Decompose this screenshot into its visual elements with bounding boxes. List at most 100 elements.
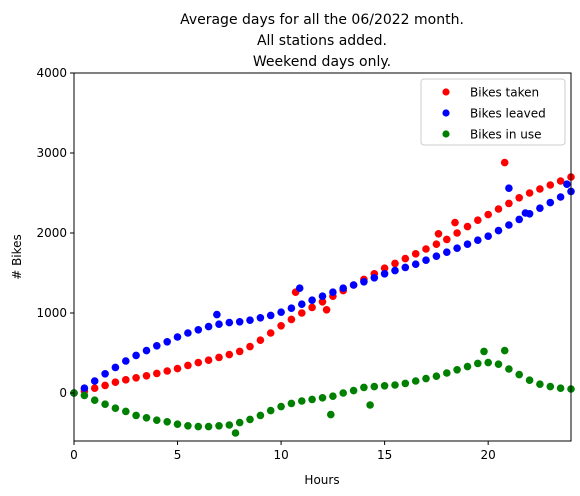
- chart-title: Average days for all the 06/2022 month. …: [180, 12, 464, 70]
- point-series-2-23: [308, 395, 316, 404]
- x-tick-label-0: 0: [70, 448, 78, 462]
- point-series-2-7: [142, 414, 151, 422]
- ticks-layer: 0 5 10 15 20 0 1000 2000 3000 4000: [36, 66, 495, 462]
- point-series-2-27: [349, 386, 358, 395]
- point-series-0-10: [173, 364, 182, 373]
- point-series-1-35: [432, 252, 441, 260]
- point-series-1-47: [556, 193, 565, 201]
- point-series-2-29: [370, 382, 379, 391]
- point-series-2-33: [411, 377, 420, 385]
- point-series-1-2: [90, 377, 99, 385]
- point-series-0-20: [277, 322, 285, 330]
- point-series-0-5: [122, 376, 130, 384]
- point-series-1-53: [521, 209, 530, 217]
- point-series-0-21: [287, 315, 296, 324]
- point-series-0-17: [246, 342, 254, 351]
- point-series-0-30: [380, 264, 389, 273]
- legend: Bikes taken Bikes leaved Bikes in use: [420, 78, 566, 146]
- point-series-2-50: [327, 410, 335, 419]
- point-series-1-18: [256, 314, 265, 322]
- point-series-2-42: [505, 365, 513, 373]
- point-series-2-12: [194, 422, 203, 431]
- point-series-0-9: [163, 367, 171, 375]
- point-series-1-25: [329, 288, 337, 297]
- point-series-2-14: [215, 422, 223, 430]
- point-series-2-22: [298, 397, 306, 405]
- point-series-2-21: [287, 399, 296, 408]
- point-series-1-13: [204, 322, 213, 331]
- point-series-0-4: [111, 378, 120, 387]
- x-tick-label-3: 15: [377, 448, 392, 462]
- point-series-2-11: [184, 422, 192, 430]
- point-series-1-3: [101, 370, 109, 378]
- y-axis-label: # Bikes: [10, 234, 24, 280]
- x-axis-label: Hours: [304, 473, 339, 487]
- point-series-2-47: [556, 384, 565, 393]
- point-series-0-22: [298, 309, 306, 317]
- point-series-2-24: [318, 394, 327, 402]
- point-series-1-30: [380, 270, 389, 278]
- point-series-2-45: [536, 380, 544, 389]
- point-series-0-3: [101, 381, 109, 390]
- point-series-1-22: [298, 300, 306, 309]
- point-series-0-43: [515, 194, 523, 202]
- point-series-0-19: [266, 329, 275, 337]
- x-tick-label-4: 20: [481, 448, 496, 462]
- point-series-2-44: [525, 376, 534, 385]
- point-series-2-51: [480, 347, 488, 356]
- y-tick-label-4: 4000: [36, 66, 67, 80]
- point-series-2-1: [80, 391, 89, 400]
- point-series-1-20: [277, 308, 285, 317]
- point-series-0-53: [451, 218, 459, 227]
- point-series-0-36: [443, 235, 451, 244]
- point-series-1-7: [142, 346, 151, 355]
- point-series-1-45: [536, 204, 544, 212]
- point-series-1-14: [215, 320, 223, 329]
- point-series-1-32: [401, 263, 410, 272]
- point-series-1-43: [515, 215, 523, 224]
- point-series-0-11: [184, 361, 192, 370]
- point-series-0-39: [474, 216, 482, 224]
- point-series-0-31: [391, 259, 399, 268]
- point-series-1-26: [339, 284, 348, 293]
- point-series-2-39: [474, 359, 482, 368]
- point-series-1-34: [422, 256, 430, 265]
- point-series-2-52: [500, 346, 509, 355]
- point-series-1-36: [443, 248, 451, 256]
- point-series-2-38: [463, 362, 472, 371]
- point-series-2-5: [122, 407, 130, 416]
- point-series-2-31: [391, 381, 399, 389]
- point-series-1-8: [153, 342, 161, 350]
- point-series-1-6: [132, 351, 140, 360]
- point-series-2-19: [266, 406, 275, 415]
- point-series-0-49: [500, 158, 509, 167]
- point-series-2-18: [256, 411, 265, 420]
- point-series-0-38: [463, 222, 472, 231]
- point-series-0-47: [556, 177, 565, 185]
- point-series-0-32: [401, 254, 410, 263]
- point-series-0-18: [256, 336, 265, 345]
- point-series-0-35: [432, 240, 441, 248]
- point-series-2-36: [443, 369, 451, 377]
- point-series-1-42: [505, 221, 513, 229]
- point-series-2-25: [329, 392, 337, 401]
- legend-marker-bikes-leaved: [442, 109, 450, 117]
- title-line-1: Average days for all the 06/2022 month.: [180, 12, 464, 28]
- point-series-0-23: [308, 303, 316, 312]
- point-series-2-34: [422, 374, 430, 383]
- point-series-2-46: [546, 382, 555, 391]
- point-series-2-10: [173, 420, 182, 429]
- point-series-0-12: [194, 358, 203, 367]
- point-series-2-37: [453, 366, 461, 374]
- point-series-0-2: [90, 384, 99, 393]
- point-series-1-50: [295, 284, 304, 293]
- point-series-1-38: [463, 240, 472, 248]
- point-series-2-41: [494, 360, 503, 369]
- point-series-2-49: [231, 429, 240, 437]
- point-series-1-9: [163, 338, 171, 346]
- point-series-0-6: [132, 374, 140, 382]
- point-series-1-16: [235, 318, 244, 326]
- point-series-2-15: [225, 421, 234, 429]
- point-series-2-9: [163, 418, 171, 426]
- point-series-1-40: [484, 232, 493, 240]
